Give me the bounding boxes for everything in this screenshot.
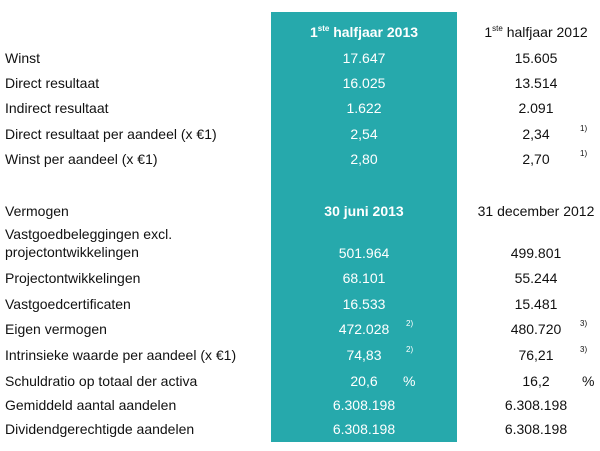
- value-2013: 2,80: [350, 151, 378, 167]
- value-2013: 501.964: [338, 245, 390, 261]
- value-2012: 6.308.198: [504, 421, 568, 437]
- row-label: Vastgoedbeleggingen excl.: [5, 226, 173, 242]
- row-direct-resultaat: Direct resultaat 16.025 13.514: [0, 73, 600, 93]
- value-2013: 472.028: [338, 321, 390, 337]
- row-schuldratio: Schuldratio op totaal der activa 20,6 % …: [0, 371, 600, 391]
- unit-percent: %: [582, 373, 595, 389]
- row-vastgoedcertificaten: Vastgoedcertificaten 16.533 15.481: [0, 294, 600, 314]
- value-2012: 55.244: [514, 270, 558, 286]
- value-2012: 6.308.198: [504, 397, 568, 413]
- value-2013: 17.647: [342, 50, 386, 66]
- footnote-marker: 1): [580, 124, 588, 133]
- row-indirect-resultaat: Indirect resultaat 1.622 2.091: [0, 98, 600, 118]
- row-label: Direct resultaat per aandeel (x €1): [5, 126, 217, 142]
- header-row: 1ste halfjaar 2013 1ste halfjaar 2012: [0, 22, 600, 42]
- value-2012: 15.605: [514, 50, 558, 66]
- footnote-marker: 3): [580, 319, 588, 328]
- row-label: Winst per aandeel (x €1): [5, 151, 158, 167]
- highlight-column-2013: [271, 12, 457, 442]
- row-label: Schuldratio op totaal der activa: [5, 373, 198, 389]
- unit-percent: %: [403, 373, 416, 389]
- value-2013: 6.308.198: [332, 421, 396, 437]
- row-eigen-vermogen: Eigen vermogen 472.028 2) 480.720 3): [0, 319, 600, 339]
- value-2012: 76,21: [518, 347, 554, 363]
- row-label: Eigen vermogen: [5, 321, 107, 337]
- row-direct-resultaat-per-aandeel: Direct resultaat per aandeel (x €1) 2,54…: [0, 124, 600, 144]
- value-2012: 480.720: [510, 321, 562, 337]
- row-projectontwikkelingen: Projectontwikkelingen 68.101 55.244: [0, 268, 600, 288]
- value-2012: 15.481: [514, 296, 558, 312]
- header-col-2012: 1ste halfjaar 2012: [484, 24, 588, 40]
- header-col-2013: 30 juni 2013: [324, 203, 404, 219]
- value-2013: 74,83: [346, 347, 382, 363]
- header-col-2012: 31 december 2012: [477, 203, 595, 219]
- row-winst-per-aandeel: Winst per aandeel (x €1) 2,80 2,70 1): [0, 149, 600, 169]
- footnote-marker: 2): [406, 319, 414, 328]
- row-gemiddeld-aantal-aandelen: Gemiddeld aantal aandelen 6.308.198 6.30…: [0, 395, 600, 415]
- row-label: Intrinsieke waarde per aandeel (x €1): [5, 347, 237, 363]
- row-label: Projectontwikkelingen: [5, 270, 141, 286]
- value-2012: 2,70: [522, 151, 550, 167]
- value-2013: 2,54: [350, 126, 378, 142]
- value-2012: 2,34: [522, 126, 550, 142]
- row-dividendgerechtigde-aandelen: Dividendgerechtigde aandelen 6.308.198 6…: [0, 419, 600, 439]
- row-label: Winst: [5, 50, 40, 66]
- row-label: Indirect resultaat: [5, 100, 109, 116]
- footnote-marker: 1): [580, 149, 588, 158]
- row-winst: Winst 17.647 15.605: [0, 48, 600, 68]
- row-intrinsieke-waarde: Intrinsieke waarde per aandeel (x €1) 74…: [0, 345, 600, 365]
- footnote-marker: 2): [406, 345, 414, 354]
- value-2012: 499.801: [510, 245, 562, 261]
- vermogen-header-row: Vermogen 30 juni 2013 31 december 2012: [0, 201, 600, 221]
- row-label: Dividendgerechtigde aandelen: [5, 421, 195, 437]
- row-label-continued: projectontwikkelingen: [5, 244, 139, 260]
- value-2013: 16.533: [342, 296, 386, 312]
- footnote-marker: 3): [580, 345, 588, 354]
- value-2013: 20,6: [350, 373, 378, 389]
- value-2013: 68.101: [342, 270, 386, 286]
- value-2012: 16,2: [522, 373, 550, 389]
- value-2012: 2.091: [518, 100, 554, 116]
- row-label: Gemiddeld aantal aandelen: [5, 397, 177, 413]
- value-2012: 13.514: [514, 75, 558, 91]
- row-label: Vastgoedcertificaten: [5, 296, 131, 312]
- header-col-2013: 1ste halfjaar 2013: [309, 24, 419, 40]
- value-2013: 16.025: [342, 75, 386, 91]
- value-2013: 6.308.198: [332, 397, 396, 413]
- row-vastgoedbeleggingen: Vastgoedbeleggingen excl. projectontwikk…: [0, 224, 600, 264]
- value-2013: 1.622: [346, 100, 382, 116]
- row-label: Direct resultaat: [5, 75, 100, 91]
- section-title: Vermogen: [5, 203, 69, 219]
